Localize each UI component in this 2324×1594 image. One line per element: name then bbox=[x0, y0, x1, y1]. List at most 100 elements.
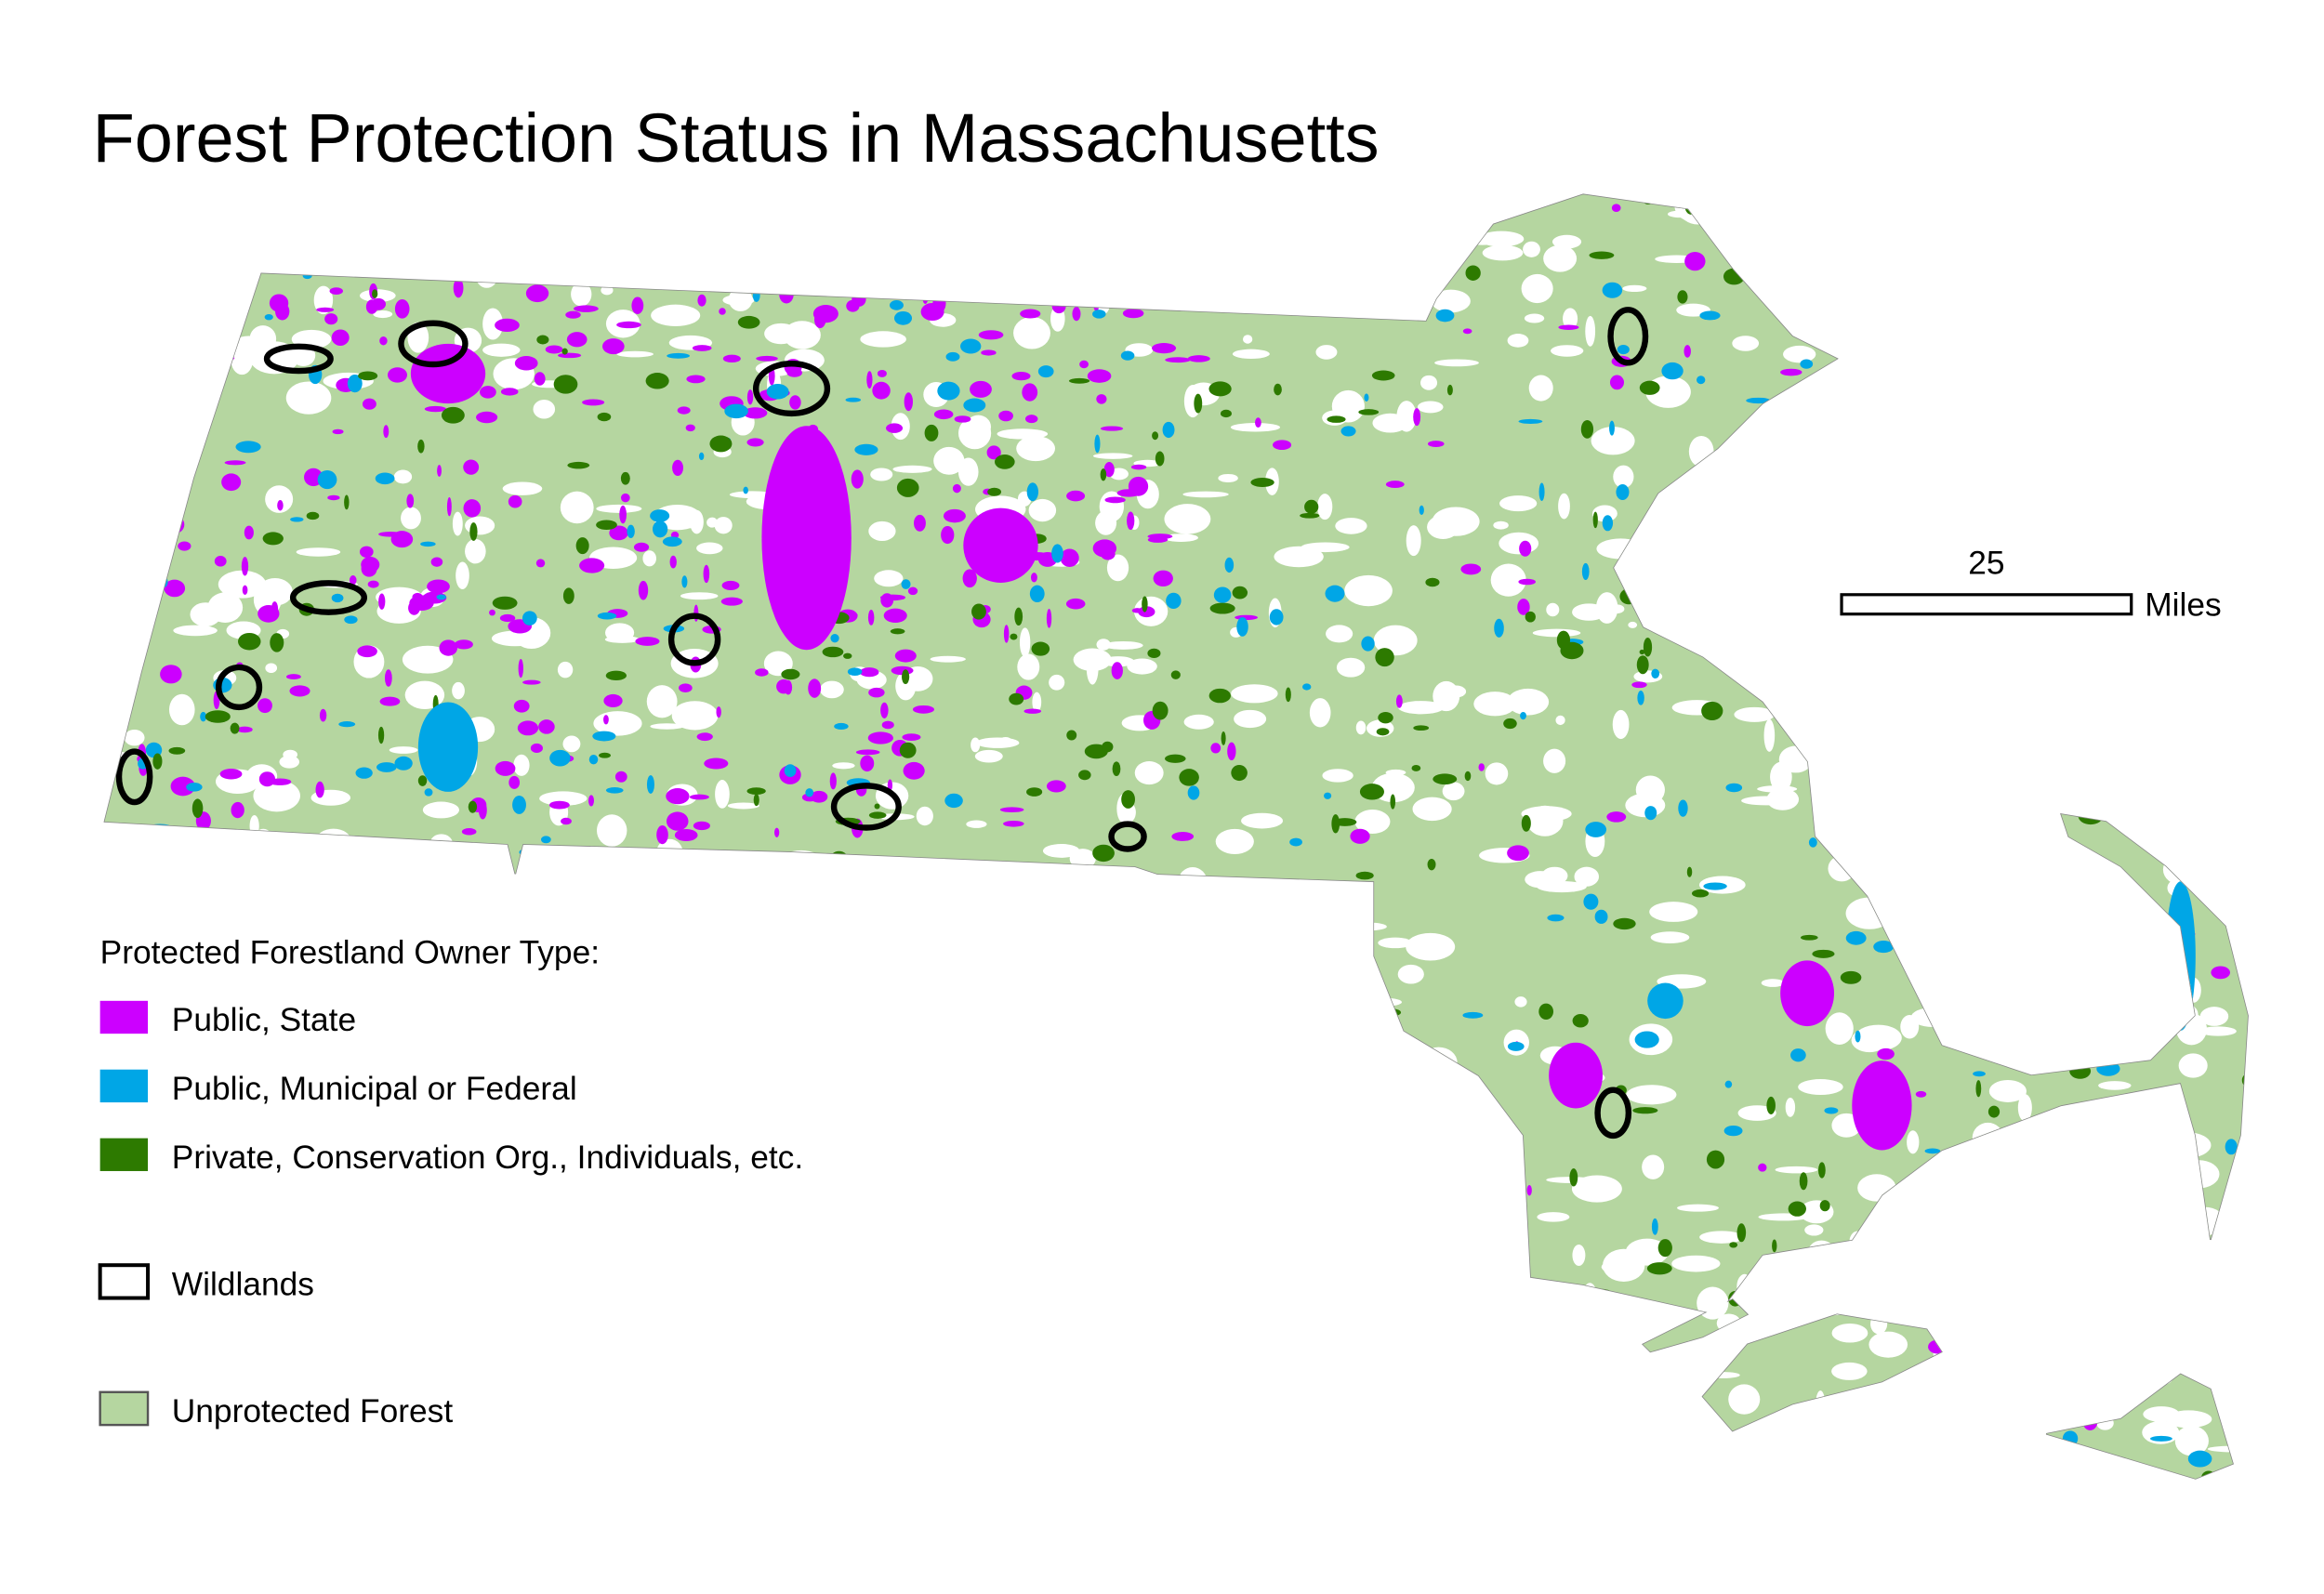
protected-parcel bbox=[562, 587, 574, 604]
cleared-land bbox=[554, 1366, 598, 1381]
protected-parcel bbox=[1883, 204, 1891, 213]
cleared-land bbox=[235, 1194, 264, 1213]
cleared-land bbox=[984, 1009, 1029, 1028]
protected-parcel bbox=[146, 454, 157, 471]
protected-parcel bbox=[633, 542, 650, 552]
protected-parcel bbox=[616, 321, 641, 329]
cleared-land bbox=[2156, 344, 2171, 375]
cleared-land bbox=[476, 268, 497, 288]
protected-parcel bbox=[582, 399, 605, 406]
protected-parcel bbox=[1285, 687, 1291, 703]
protected-parcel bbox=[461, 828, 477, 836]
protected-parcel bbox=[163, 356, 186, 373]
protected-parcel bbox=[306, 511, 320, 520]
protected-parcel bbox=[2037, 886, 2057, 903]
protected-parcel bbox=[271, 601, 279, 617]
protected-parcel bbox=[574, 1205, 591, 1219]
cleared-land bbox=[265, 485, 294, 513]
protected-parcel bbox=[165, 873, 175, 884]
cleared-land bbox=[422, 801, 460, 819]
cleared-land bbox=[2156, 989, 2169, 1018]
cleared-land bbox=[702, 1126, 749, 1134]
protected-parcel bbox=[1378, 711, 1393, 724]
protected-parcel bbox=[1857, 1421, 1871, 1430]
protected-parcel bbox=[2062, 431, 2085, 439]
protected-parcel bbox=[1583, 893, 1599, 910]
cleared-land bbox=[1102, 656, 1135, 667]
protected-parcel bbox=[424, 788, 433, 797]
protected-parcel bbox=[1209, 602, 1235, 614]
protected-parcel bbox=[801, 959, 809, 978]
protected-parcel bbox=[1176, 1449, 1194, 1456]
protected-parcel bbox=[889, 1126, 908, 1133]
cleared-land bbox=[1857, 1174, 1896, 1202]
protected-parcel bbox=[412, 592, 423, 601]
protected-parcel bbox=[104, 552, 119, 559]
protected-parcel bbox=[344, 494, 350, 510]
cleared-land bbox=[1688, 435, 1714, 468]
protected-parcel bbox=[362, 398, 376, 410]
protected-parcel bbox=[1024, 415, 1038, 424]
protected-parcel bbox=[374, 1377, 399, 1391]
protected-parcel bbox=[1051, 544, 1063, 563]
cleared-land bbox=[672, 1382, 686, 1390]
cleared-land bbox=[487, 1046, 533, 1059]
protected-parcel bbox=[912, 705, 934, 714]
protected-parcel bbox=[929, 1065, 951, 1074]
protected-parcel bbox=[1435, 309, 1455, 323]
protected-parcel bbox=[1637, 691, 1644, 705]
cleared-land bbox=[2207, 1445, 2249, 1453]
protected-parcel bbox=[619, 505, 627, 524]
protected-parcel bbox=[804, 1457, 830, 1472]
cleared-land bbox=[1521, 273, 1553, 304]
protected-parcel bbox=[878, 1402, 889, 1410]
protected-parcel bbox=[1646, 1262, 1672, 1275]
protected-parcel bbox=[144, 1337, 160, 1351]
cleared-land bbox=[453, 229, 482, 244]
protected-parcel bbox=[867, 731, 893, 744]
protected-parcel bbox=[1464, 771, 1472, 782]
cleared-land bbox=[896, 235, 944, 245]
cleared-land bbox=[763, 651, 793, 677]
protected-parcel bbox=[1784, 261, 1808, 267]
protected-parcel bbox=[1148, 1071, 1167, 1090]
cleared-land bbox=[927, 1043, 946, 1072]
protected-parcel bbox=[1127, 511, 1135, 531]
protected-parcel bbox=[500, 388, 519, 396]
cleared-land bbox=[2211, 656, 2232, 690]
cleared-land bbox=[1860, 636, 1871, 657]
protected-parcel bbox=[2223, 855, 2248, 863]
cleared-land bbox=[628, 1433, 663, 1466]
protected-parcel bbox=[1987, 1105, 2000, 1118]
protected-parcel bbox=[538, 719, 555, 734]
protected-parcel bbox=[1660, 1430, 1670, 1446]
cleared-land bbox=[597, 814, 627, 847]
protected-parcel bbox=[1131, 1315, 1143, 1334]
cleared-land bbox=[1450, 1097, 1479, 1119]
protected-parcel bbox=[890, 628, 905, 635]
protected-parcel bbox=[1385, 1008, 1402, 1017]
cleared-land bbox=[214, 252, 254, 259]
cleared-land bbox=[2009, 453, 2059, 469]
cleared-land bbox=[1397, 964, 1424, 984]
protected-parcel bbox=[1632, 1107, 1658, 1114]
protected-parcel bbox=[1065, 945, 1078, 956]
cleared-land bbox=[1138, 1423, 1155, 1444]
protected-parcel bbox=[1377, 1311, 1385, 1316]
cleared-land bbox=[2174, 1425, 2209, 1456]
protected-parcel bbox=[746, 1054, 768, 1065]
protected-parcel bbox=[752, 1304, 777, 1316]
cleared-land bbox=[957, 1372, 994, 1390]
protected-parcel bbox=[1312, 1259, 1322, 1275]
protected-parcel bbox=[1855, 1030, 1861, 1043]
protected-parcel bbox=[553, 375, 578, 394]
protected-parcel bbox=[1096, 1136, 1106, 1150]
protected-parcel bbox=[2087, 919, 2104, 931]
protected-parcel bbox=[388, 367, 407, 383]
cleared-land bbox=[1446, 685, 1467, 698]
cleared-land bbox=[1051, 1320, 1101, 1328]
cleared-land bbox=[1707, 1372, 1740, 1378]
protected-parcel bbox=[213, 355, 235, 362]
cleared-land bbox=[1347, 1216, 1377, 1248]
cleared-land bbox=[262, 902, 293, 915]
